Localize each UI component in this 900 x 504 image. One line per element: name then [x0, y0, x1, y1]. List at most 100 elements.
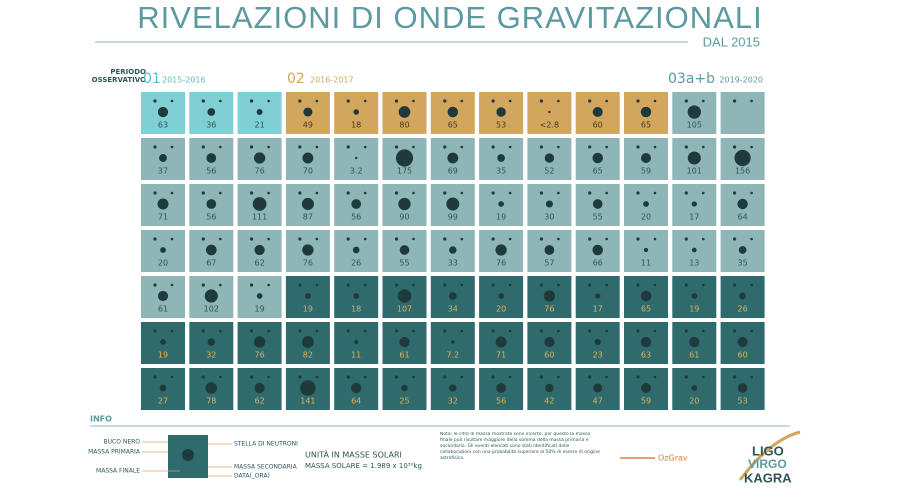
- final-dot: [206, 199, 217, 209]
- final-mass: 32: [206, 351, 216, 360]
- final-mass: 61: [689, 351, 699, 360]
- final-mass: 82: [303, 351, 313, 360]
- final-mass: 26: [738, 305, 748, 314]
- final-dot: [449, 292, 457, 300]
- final-mass: 59: [641, 397, 651, 406]
- final-dot: [548, 110, 551, 114]
- final-dot: [495, 336, 507, 348]
- secondary-dot: [702, 283, 705, 287]
- secondary-dot: [363, 145, 367, 149]
- secondary-dot: [557, 145, 560, 149]
- final-mass: 11: [351, 351, 361, 360]
- note-box: Nota: le cifre di massa mostrate sono in…: [440, 432, 600, 461]
- final-dot: [447, 152, 459, 164]
- final-mass: 65: [593, 167, 603, 176]
- primary-dot: [443, 283, 447, 287]
- final-mass: 18: [351, 305, 361, 314]
- final-dot: [206, 153, 217, 163]
- final-mass: 3.2: [350, 167, 363, 176]
- final-mass: 102: [204, 305, 219, 314]
- primary-dot: [346, 99, 350, 103]
- secondary-dot: [363, 283, 367, 287]
- final-dot: [351, 199, 362, 209]
- primary-dot: [588, 237, 592, 241]
- primary-dot: [346, 145, 350, 149]
- final-dot: [593, 383, 603, 393]
- primary-dot: [539, 329, 544, 333]
- secondary-dot: [605, 237, 608, 241]
- final-dot: [643, 247, 649, 253]
- final-mass: 76: [255, 351, 265, 360]
- final-dot: [640, 336, 652, 348]
- primary-dot: [201, 145, 205, 149]
- final-dot: [592, 152, 603, 164]
- primary-dot: [588, 375, 592, 379]
- secondary-dot: [702, 99, 705, 103]
- secondary-dot: [460, 329, 464, 333]
- final-dot: [592, 199, 603, 209]
- primary-dot: [153, 283, 157, 287]
- final-dot: [595, 293, 601, 299]
- final-dot: [253, 336, 266, 348]
- primary-dot: [636, 329, 640, 333]
- final-mass: 80: [399, 121, 409, 130]
- primary-dot: [733, 145, 737, 149]
- final-dot: [498, 293, 505, 299]
- final-dot: [544, 153, 555, 163]
- secondary-dot: [750, 283, 753, 287]
- final-mass: 65: [641, 121, 651, 130]
- final-dot: [737, 336, 748, 348]
- final-dot: [544, 336, 555, 348]
- final-dot: [737, 198, 748, 210]
- secondary-dot: [219, 145, 222, 149]
- final-mass: 67: [206, 259, 216, 268]
- primary-dot: [733, 237, 737, 241]
- legend-leaders: [142, 441, 232, 477]
- primary-dot: [346, 375, 350, 379]
- secondary-dot: [750, 191, 753, 195]
- secondary-dot: [170, 237, 174, 241]
- final-mass: 90: [399, 213, 409, 222]
- logo: VIRGO: [748, 457, 787, 471]
- final-dot: [643, 201, 649, 207]
- primary-dot: [250, 329, 254, 333]
- secondary-dot: [170, 375, 174, 379]
- run-label: 01: [143, 71, 161, 87]
- final-mass: 20: [496, 305, 506, 314]
- final-mass: 62: [255, 259, 265, 268]
- primary-dot: [250, 375, 254, 379]
- secondary-dot: [605, 375, 608, 379]
- primary-dot: [298, 237, 302, 241]
- secondary-dot: [363, 237, 367, 241]
- final-mass: 60: [593, 121, 603, 130]
- secondary-dot: [702, 237, 705, 241]
- final-mass: 53: [496, 121, 506, 130]
- primary-dot: [201, 329, 205, 333]
- final-mass: 35: [738, 259, 748, 268]
- legend-text: DATA(_ORA): [234, 473, 270, 480]
- secondary-dot: [315, 99, 319, 103]
- final-mass: 26: [351, 259, 361, 268]
- primary-dot: [491, 191, 495, 195]
- final-dot: [447, 106, 459, 118]
- final-dot: [300, 380, 316, 396]
- final-dot: [253, 152, 266, 164]
- final-dot: [252, 197, 267, 211]
- final-dot: [734, 149, 751, 167]
- final-mass: 32: [448, 397, 458, 406]
- legend-dot: [182, 449, 194, 461]
- secondary-dot: [170, 329, 174, 333]
- final-dot: [355, 156, 358, 160]
- legend-text: STELLA DI NEUTRONI: [234, 441, 298, 448]
- final-dot: [446, 197, 460, 211]
- final-mass: 61: [158, 305, 168, 314]
- final-mass: 36: [206, 121, 216, 130]
- primary-dot: [201, 375, 205, 379]
- final-dot: [354, 339, 359, 345]
- final-mass: 34: [448, 305, 458, 314]
- secondary-dot: [557, 191, 560, 195]
- final-dot: [157, 106, 169, 118]
- secondary-dot: [363, 375, 367, 379]
- primary-dot: [153, 237, 157, 241]
- primary-dot: [298, 329, 302, 333]
